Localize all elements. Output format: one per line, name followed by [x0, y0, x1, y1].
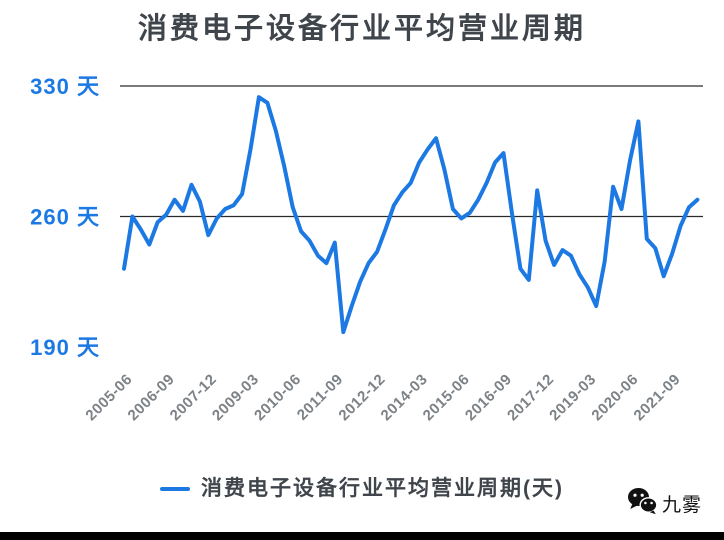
wechat-logo-icon	[627, 487, 658, 520]
x-axis-tick-label: 2010-06	[251, 371, 304, 424]
y-axis-tick-label: 330 天	[30, 74, 100, 99]
line-chart: 330 天 260 天 190 天 2005-062006-092007-12200…	[30, 74, 703, 424]
legend: 消费电子设备行业平均营业周期(天)	[0, 476, 724, 501]
legend-label: 消费电子设备行业平均营业周期(天)	[201, 477, 564, 500]
y-axis-labels-group: 330 天 260 天 190 天	[30, 74, 100, 360]
footer-bar	[0, 532, 724, 540]
legend-line-marker	[160, 486, 190, 491]
watermark: 九雾	[627, 487, 702, 520]
data-line	[122, 95, 700, 335]
chart-title: 消费电子设备行业平均营业周期	[137, 13, 586, 45]
data-line-group	[122, 95, 700, 335]
watermark-name: 九雾	[661, 495, 702, 516]
x-axis-tick-label: 2021-09	[630, 371, 683, 424]
y-axis-tick-label: 190 天	[30, 335, 100, 360]
y-axis-tick-label: 260 天	[30, 205, 100, 230]
x-axis-labels-group: 2005-062006-092007-122009-032010-062011-…	[82, 371, 684, 424]
